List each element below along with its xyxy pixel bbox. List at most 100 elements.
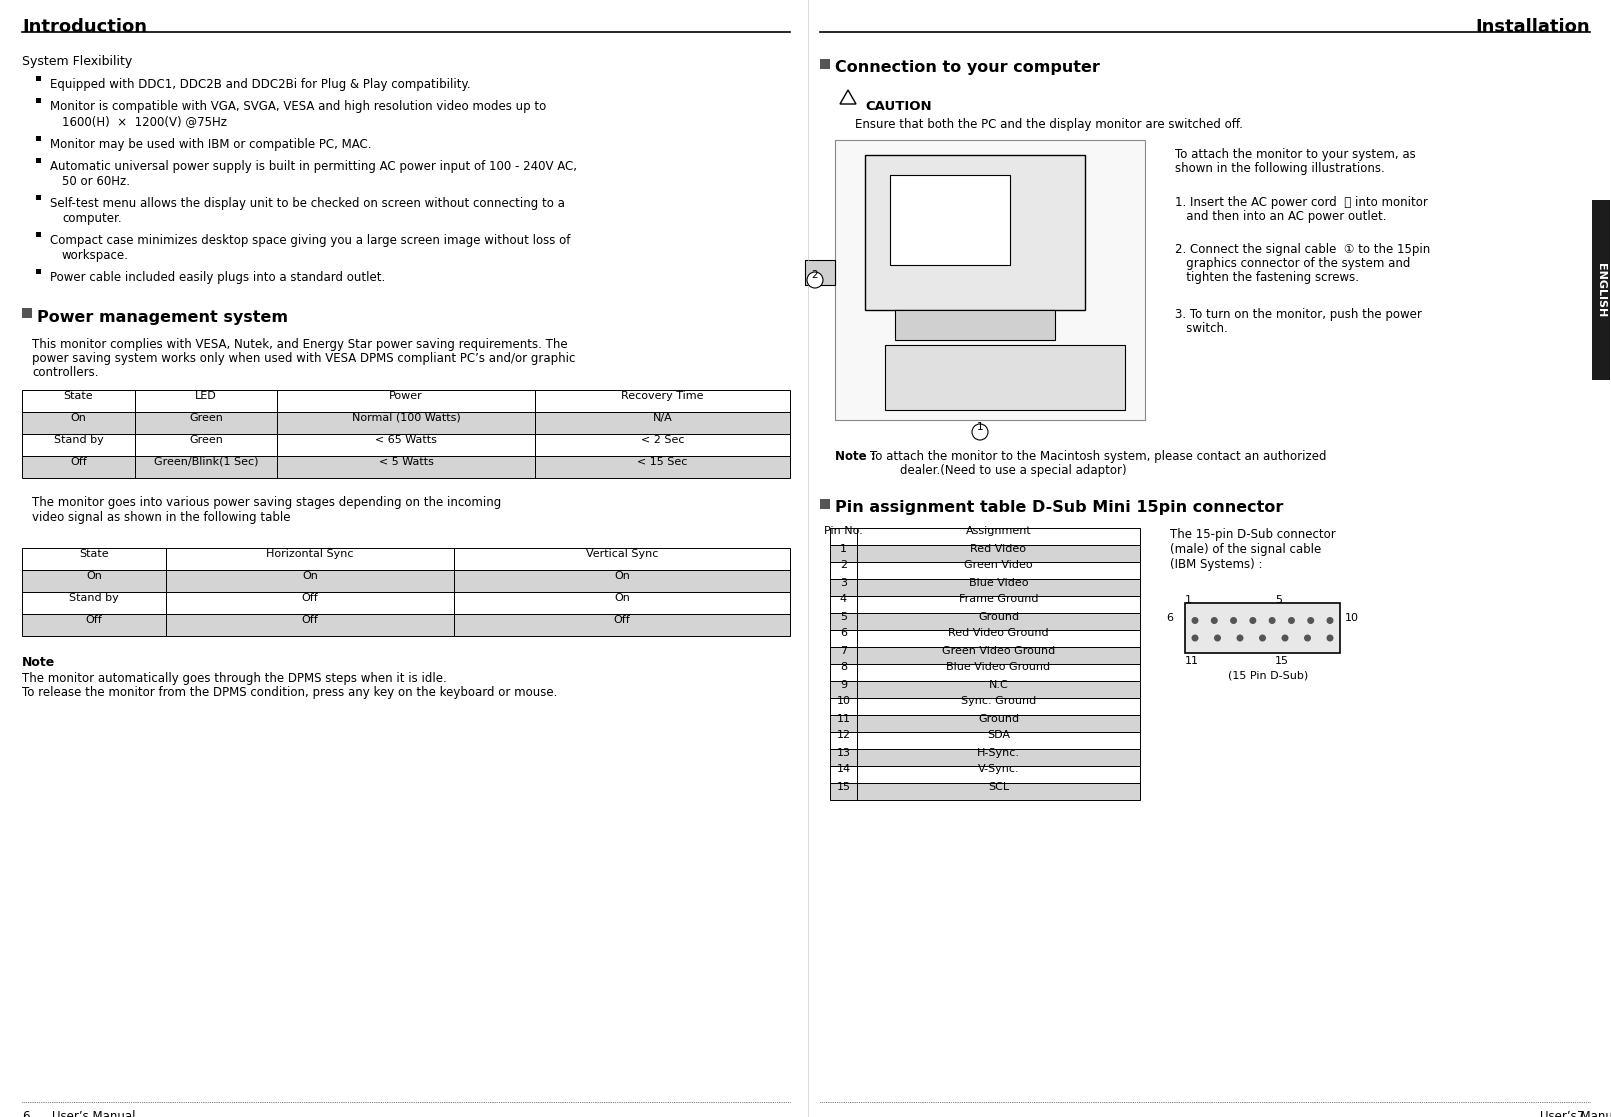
Text: 6: 6 <box>1166 613 1173 623</box>
Bar <box>23 390 135 412</box>
Bar <box>830 562 857 579</box>
Bar <box>830 613 857 630</box>
Bar <box>23 548 166 570</box>
Bar <box>820 59 830 69</box>
Text: graphics connector of the system and: graphics connector of the system and <box>1174 257 1410 270</box>
Text: Equipped with DDC1, DDC2B and DDC2Bi for Plug & Play compatibility.: Equipped with DDC1, DDC2B and DDC2Bi for… <box>50 78 470 90</box>
Bar <box>454 570 789 592</box>
Text: Pin No.: Pin No. <box>825 526 863 536</box>
Text: 1: 1 <box>1186 595 1192 605</box>
Bar <box>135 456 277 478</box>
Text: tighten the fastening screws.: tighten the fastening screws. <box>1174 271 1360 284</box>
Bar <box>135 435 277 456</box>
Bar <box>830 681 857 698</box>
Bar <box>857 766 1141 783</box>
Text: V-Sync.: V-Sync. <box>978 764 1020 774</box>
Text: 6: 6 <box>23 1110 29 1117</box>
Bar <box>277 412 535 435</box>
Text: Connection to your computer: Connection to your computer <box>834 60 1100 75</box>
Text: On: On <box>71 413 87 423</box>
Bar <box>857 528 1141 545</box>
Text: On: On <box>303 571 317 581</box>
Text: Note: Note <box>23 656 55 669</box>
Bar <box>166 548 454 570</box>
Bar <box>35 136 40 141</box>
Text: controllers.: controllers. <box>32 366 98 379</box>
Bar <box>830 647 857 663</box>
Bar <box>166 570 454 592</box>
Bar <box>830 783 857 800</box>
Bar <box>830 750 857 766</box>
Bar <box>889 175 1010 265</box>
Bar <box>23 592 166 614</box>
Text: Monitor may be used with IBM or compatible PC, MAC.: Monitor may be used with IBM or compatib… <box>50 139 372 151</box>
Text: Green: Green <box>188 435 222 445</box>
Bar <box>806 260 834 285</box>
Text: Green Video Ground: Green Video Ground <box>942 646 1055 656</box>
Bar <box>830 715 857 732</box>
Text: switch.: switch. <box>1174 322 1228 335</box>
Text: Pin assignment table D-Sub Mini 15pin connector: Pin assignment table D-Sub Mini 15pin co… <box>834 500 1284 515</box>
Text: To release the monitor from the DPMS condition, press any key on the keyboard or: To release the monitor from the DPMS con… <box>23 686 557 699</box>
Bar <box>857 562 1141 579</box>
Bar <box>865 155 1084 311</box>
Text: ENGLISH: ENGLISH <box>1597 262 1606 317</box>
Bar <box>884 345 1124 410</box>
Bar <box>23 614 166 636</box>
Text: The monitor automatically goes through the DPMS steps when it is idle.: The monitor automatically goes through t… <box>23 672 446 685</box>
Bar <box>166 614 454 636</box>
Bar <box>454 548 789 570</box>
Circle shape <box>1237 636 1242 641</box>
Bar <box>277 435 535 456</box>
Text: LED: LED <box>195 391 217 401</box>
Text: 3: 3 <box>839 577 847 588</box>
Text: and then into an AC power outlet.: and then into an AC power outlet. <box>1174 210 1387 223</box>
Bar <box>820 499 830 509</box>
Text: 1: 1 <box>839 544 847 554</box>
Text: SCL: SCL <box>988 782 1008 792</box>
Text: dealer.(Need to use a special adaptor): dealer.(Need to use a special adaptor) <box>870 464 1126 477</box>
Text: On: On <box>614 593 630 603</box>
Bar <box>23 570 166 592</box>
Bar <box>857 545 1141 562</box>
Bar <box>830 732 857 750</box>
Circle shape <box>1308 618 1313 623</box>
Bar <box>35 232 40 237</box>
Text: 9: 9 <box>839 679 847 689</box>
Text: 5: 5 <box>1274 595 1282 605</box>
Circle shape <box>1192 636 1199 641</box>
Text: power saving system works only when used with VESA DPMS compliant PC’s and/or gr: power saving system works only when used… <box>32 352 575 365</box>
Text: Horizontal Sync: Horizontal Sync <box>266 548 354 558</box>
Circle shape <box>807 273 823 288</box>
Text: 50 or 60Hz.: 50 or 60Hz. <box>61 175 130 188</box>
Text: Ensure that both the PC and the display monitor are switched off.: Ensure that both the PC and the display … <box>855 118 1242 131</box>
Text: Off: Off <box>614 615 630 626</box>
Bar <box>830 698 857 715</box>
Bar <box>857 732 1141 750</box>
Text: 10: 10 <box>1345 613 1360 623</box>
Text: On: On <box>85 571 101 581</box>
Text: Installation: Installation <box>1476 18 1590 36</box>
Text: Green Video: Green Video <box>965 561 1033 571</box>
Text: 4: 4 <box>839 594 847 604</box>
Text: Recovery Time: Recovery Time <box>622 391 704 401</box>
Text: 2: 2 <box>839 561 847 571</box>
Text: Green/Blink(1 Sec): Green/Blink(1 Sec) <box>153 457 258 467</box>
Bar <box>535 390 789 412</box>
Text: Self-test menu allows the display unit to be checked on screen without connectin: Self-test menu allows the display unit t… <box>50 197 565 210</box>
Text: (IBM Systems) :: (IBM Systems) : <box>1170 558 1263 571</box>
Text: State: State <box>79 548 110 558</box>
Circle shape <box>1260 636 1265 641</box>
Bar <box>857 698 1141 715</box>
Bar <box>277 390 535 412</box>
Circle shape <box>1327 618 1332 623</box>
Text: computer.: computer. <box>61 212 121 225</box>
Circle shape <box>1211 618 1216 623</box>
Bar <box>857 647 1141 663</box>
Circle shape <box>1269 618 1274 623</box>
Text: User’s Manual: User’s Manual <box>52 1110 135 1117</box>
Text: Compact case minimizes desktop space giving you a large screen image without los: Compact case minimizes desktop space giv… <box>50 233 570 247</box>
Bar <box>535 412 789 435</box>
Bar <box>23 435 135 456</box>
Text: < 65 Watts: < 65 Watts <box>375 435 437 445</box>
